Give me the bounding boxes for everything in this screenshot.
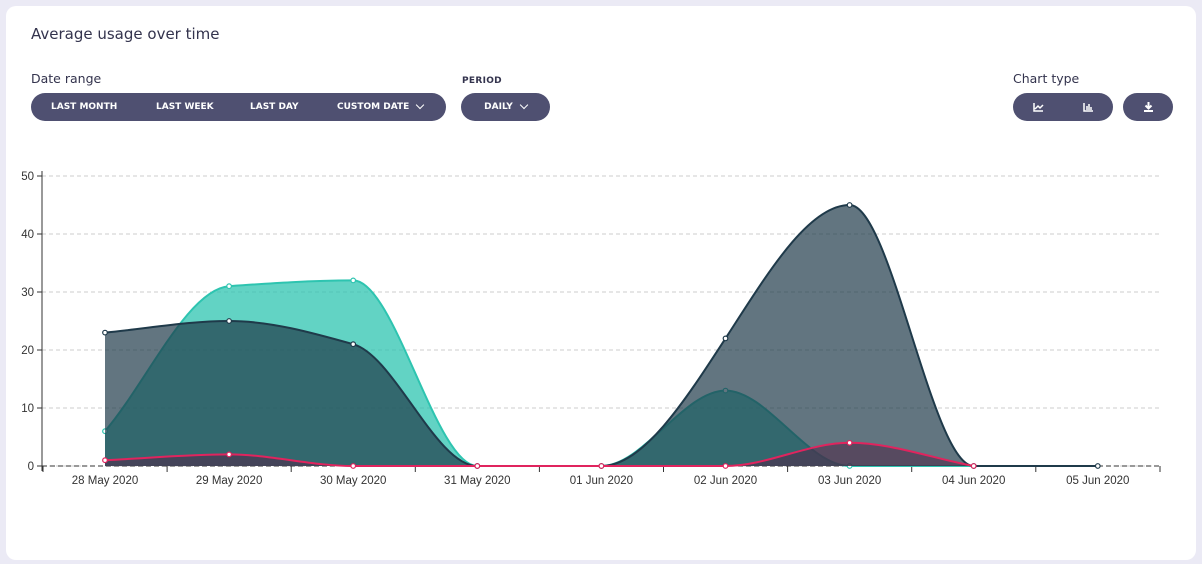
series-area [105,205,1098,466]
custom-date-label: CUSTOM DATE [337,102,410,112]
data-point [350,341,357,348]
card-title: Average usage over time [31,25,220,43]
data-point [970,463,977,469]
date-range-group: LAST MONTH LAST WEEK LAST DAY CUSTOM DAT… [31,93,446,121]
bar-chart-icon[interactable] [1083,102,1094,112]
custom-date-dropdown[interactable]: CUSTOM DATE [337,100,425,112]
data-point [474,463,481,469]
y-tick-label: 10 [21,403,34,415]
data-point [102,329,108,336]
data-point [226,318,233,324]
x-tick-label: 31 May 2020 [444,475,511,487]
data-point [350,277,357,284]
data-point [226,283,233,290]
data-point [1094,463,1101,469]
data-point [598,463,605,469]
y-tick-label: 50 [21,171,34,183]
x-tick-label: 29 May 2020 [196,475,263,487]
last-month-button[interactable]: LAST MONTH [51,102,118,112]
period-dropdown[interactable]: DAILY [461,93,550,121]
download-icon [1143,101,1153,112]
y-tick-label: 20 [21,345,34,357]
y-tick-label: 0 [28,461,34,473]
data-point [846,202,853,208]
line-chart-icon[interactable] [1033,102,1044,112]
period-label: PERIOD [462,76,502,86]
x-tick-label: 04 Jun 2020 [942,475,1005,487]
last-day-button[interactable]: LAST DAY [250,102,299,112]
chart-type-label: Chart type [1013,71,1080,86]
data-point [350,463,357,469]
data-point [102,457,108,464]
x-tick-label: 05 Jun 2020 [1066,475,1129,487]
y-tick-label: 40 [21,229,34,241]
data-point [846,439,853,446]
download-button[interactable] [1123,93,1173,121]
data-point [722,463,729,469]
x-tick-label: 03 Jun 2020 [818,475,881,487]
date-range-label: Date range [31,71,102,86]
y-tick-label: 30 [21,287,34,299]
chart-type-group [1013,93,1113,121]
last-week-button[interactable]: LAST WEEK [156,102,214,112]
data-point [226,451,233,458]
x-tick-label: 28 May 2020 [72,475,139,487]
x-tick-label: 02 Jun 2020 [694,475,757,487]
period-value: DAILY [484,102,513,112]
series-line [104,203,1098,468]
series-area [105,442,974,466]
x-tick-label: 30 May 2020 [320,475,387,487]
series-line [104,441,974,468]
data-point [722,335,729,342]
x-tick-label: 01 Jun 2020 [570,475,633,487]
